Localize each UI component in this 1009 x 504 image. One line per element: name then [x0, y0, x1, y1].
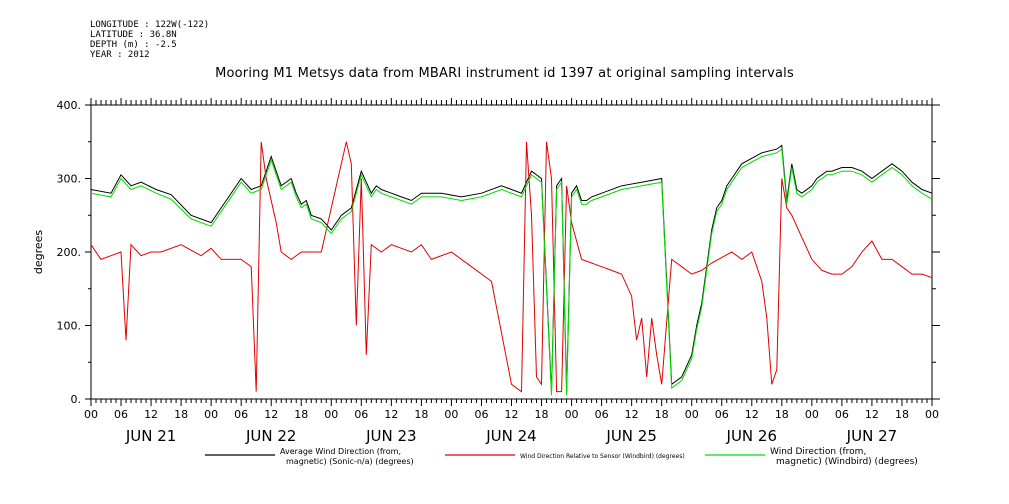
x-tick-label: 12: [625, 408, 639, 421]
y-tick-label: 400.: [57, 99, 82, 112]
chart-title: Mooring M1 Metsys data from MBARI instru…: [215, 66, 794, 81]
x-tick-label: 18: [294, 408, 308, 421]
x-tick-label: 12: [745, 408, 759, 421]
legend-label-3: Wind Direction (from,: [770, 447, 866, 457]
x-tick-label: 18: [655, 408, 669, 421]
x-date-label: JUN 21: [125, 427, 176, 445]
x-tick-label: 00: [444, 408, 458, 421]
x-date-label: JUN 27: [846, 427, 897, 445]
x-tick-label: 18: [775, 408, 789, 421]
x-tick-label: 00: [84, 408, 98, 421]
metadata-block: LONGITUDE : 122W(-122) LATITUDE : 36.8N …: [90, 20, 209, 60]
x-tick-label: 18: [895, 408, 909, 421]
x-tick-label: 00: [685, 408, 699, 421]
x-tick-label: 12: [865, 408, 879, 421]
x-tick-label: 12: [384, 408, 398, 421]
legend-label-3-line2: magnetic) (Windbird) (degrees): [776, 457, 918, 467]
plot-frame: [90, 104, 933, 400]
meta-latitude: LATITUDE : 36.8N: [90, 30, 177, 40]
x-tick-label: 12: [264, 408, 278, 421]
x-tick-label: 06: [715, 408, 729, 421]
x-tick-label: 00: [324, 408, 338, 421]
x-date-label: JUN 22: [245, 427, 296, 445]
series-line-3: [90, 148, 933, 396]
x-date-label: JUN 23: [365, 427, 416, 445]
series-line-2: [90, 141, 933, 393]
x-tick-label: 06: [114, 408, 128, 421]
x-tick-label: 18: [174, 408, 188, 421]
x-tick-label: 00: [565, 408, 579, 421]
y-tick-label: 300.: [57, 173, 82, 186]
x-tick-label: 06: [835, 408, 849, 421]
x-tick-label: 00: [925, 408, 939, 421]
x-tick-label: 06: [234, 408, 248, 421]
legend-label-1: Average Wind Direction (from,: [280, 447, 401, 456]
x-tick-label: 00: [204, 408, 218, 421]
meta-longitude: LONGITUDE : 122W(-122): [90, 20, 210, 30]
legend-label-1-line2: magnetic) (Sonic-n/a) (degrees): [286, 457, 414, 466]
x-tick-label: 06: [474, 408, 488, 421]
x-tick-label: 06: [354, 408, 368, 421]
x-tick-label: 18: [535, 408, 549, 421]
x-date-label: JUN 25: [605, 427, 656, 445]
y-axis-label: degrees: [32, 230, 45, 275]
y-tick-label: 0.: [71, 393, 82, 406]
meta-depth: DEPTH (m) : -2.5: [90, 40, 177, 50]
y-tick-label: 200.: [57, 246, 82, 259]
x-tick-label: 12: [144, 408, 158, 421]
x-tick-label: 18: [414, 408, 428, 421]
legend-label-2: Wind Direction Relative to Sensor (Windb…: [520, 453, 685, 460]
x-date-label: JUN 24: [485, 427, 536, 445]
y-tick-label: 100.: [57, 320, 82, 333]
x-tick-label: 00: [805, 408, 819, 421]
series-line-1: [90, 144, 933, 392]
x-tick-label: 12: [505, 408, 519, 421]
x-tick-label: 06: [595, 408, 609, 421]
x-date-label: JUN 26: [726, 427, 777, 445]
meta-year: YEAR : 2012: [90, 50, 150, 60]
